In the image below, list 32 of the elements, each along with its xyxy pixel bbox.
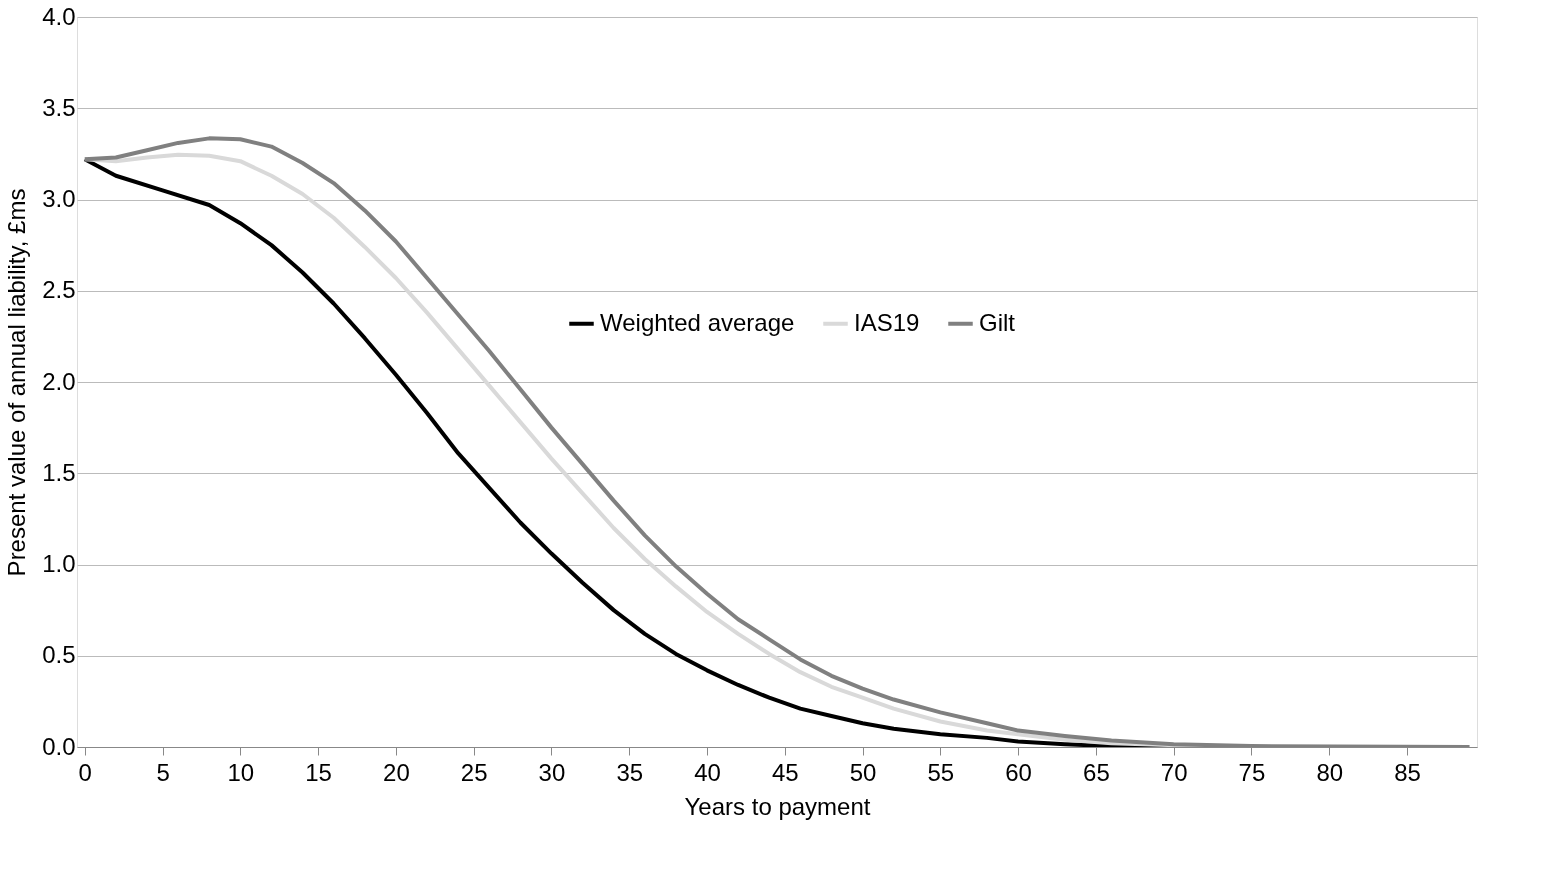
x-tick-label: 35 bbox=[616, 758, 644, 786]
y-tick-label: 0.0 bbox=[42, 732, 76, 760]
x-tick-label: 70 bbox=[1160, 758, 1188, 786]
x-tick-label: 40 bbox=[694, 758, 721, 786]
x-tick-label: 85 bbox=[1394, 758, 1421, 786]
x-tick-label: 15 bbox=[305, 758, 332, 786]
x-tick-label: 30 bbox=[538, 758, 566, 786]
x-tick-label: 0 bbox=[78, 758, 92, 786]
legend-label: Gilt bbox=[979, 308, 1016, 336]
x-tick-label: 75 bbox=[1238, 758, 1266, 786]
x-tick-label: 50 bbox=[849, 758, 877, 786]
x-tick-label: 65 bbox=[1083, 758, 1110, 786]
x-tick-label: 80 bbox=[1316, 758, 1344, 786]
y-tick-label: 4.0 bbox=[42, 2, 76, 30]
x-tick-label: 45 bbox=[771, 758, 799, 786]
y-tick-label: 2.5 bbox=[42, 276, 76, 304]
legend-label: Weighted average bbox=[600, 308, 795, 336]
y-tick-label: 0.5 bbox=[42, 641, 76, 669]
x-axis-title: Years to payment bbox=[684, 792, 871, 820]
y-tick-label: 2.0 bbox=[42, 367, 76, 395]
x-tick-label: 55 bbox=[927, 758, 955, 786]
x-tick-label: 5 bbox=[156, 758, 170, 786]
x-tick-label: 25 bbox=[460, 758, 488, 786]
y-tick-label: 1.5 bbox=[42, 458, 76, 486]
legend-label: IAS19 bbox=[854, 308, 920, 336]
y-tick-label: 3.0 bbox=[42, 185, 76, 212]
y-tick-label: 3.5 bbox=[42, 93, 76, 121]
x-tick-label: 10 bbox=[227, 758, 255, 786]
x-tick-label: 20 bbox=[383, 758, 410, 786]
y-axis-title: Present value of annual liability, £ms bbox=[3, 188, 31, 577]
x-tick-label: 60 bbox=[1005, 758, 1032, 786]
y-tick-label: 1.0 bbox=[42, 550, 76, 577]
